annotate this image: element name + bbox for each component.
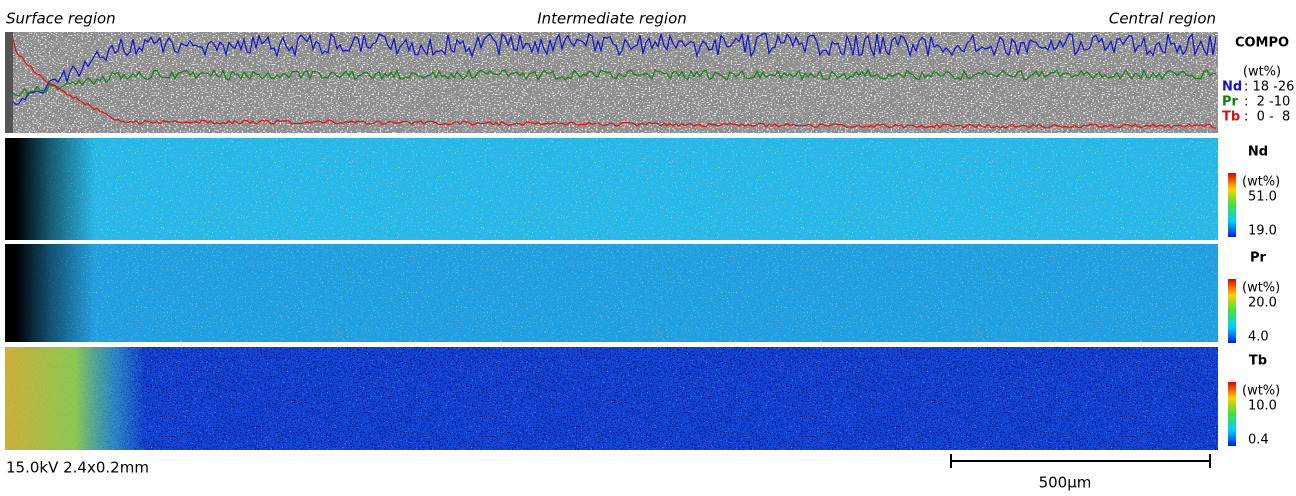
element-label: Pr xyxy=(1222,95,1239,110)
legend-title: COMPO xyxy=(1235,36,1289,51)
legend-unit: (wt%) xyxy=(1242,281,1280,296)
legend-title: Nd xyxy=(1248,145,1268,160)
profile-line xyxy=(12,68,1217,98)
element-label: Tb xyxy=(1222,110,1240,125)
conditions: 15.0kV 2.4x0.2mm xyxy=(6,459,149,477)
compo-panel xyxy=(5,32,1218,133)
legend-unit: (wt%) xyxy=(1242,384,1280,399)
legend-title: Pr xyxy=(1250,251,1267,266)
map-legend: Pr (wt%)20.0 4.0 xyxy=(1228,251,1280,345)
pr-map xyxy=(5,244,1218,342)
map-legend: Nd (wt%)51.0 19.0 xyxy=(1228,145,1280,239)
legend-unit: (wt%) xyxy=(1243,65,1281,80)
legend-min: 0.4 xyxy=(1248,433,1269,448)
legend-max: 10.0 xyxy=(1248,399,1277,414)
element-label: Nd xyxy=(1222,80,1242,95)
scale-label: 500µm xyxy=(1039,474,1092,492)
element-range: : 0 - 8 xyxy=(1244,110,1290,125)
region-label: Surface region xyxy=(6,10,116,28)
legend-unit: (wt%) xyxy=(1242,175,1280,190)
map-legend: Tb (wt%)10.0 0.4 xyxy=(1228,354,1280,448)
compo-legend: COMPO (wt%) Nd: 18 -26 Pr : 2 -10 Tb : 0 - 8 xyxy=(1222,36,1294,125)
scale-bar xyxy=(950,454,1211,468)
profile-line xyxy=(12,39,1216,129)
nd-map xyxy=(5,138,1218,240)
color-bar xyxy=(1228,279,1236,343)
legend-title: Tb xyxy=(1249,354,1267,369)
element-range: : 2 -10 xyxy=(1244,95,1290,110)
legend-min: 19.0 xyxy=(1248,224,1277,239)
legend-min: 4.0 xyxy=(1248,330,1269,345)
profile-line xyxy=(12,32,1217,106)
region-label: Central region xyxy=(1109,10,1216,28)
region-label: Intermediate region xyxy=(537,10,687,28)
legend-max: 51.0 xyxy=(1248,190,1277,205)
tb-map xyxy=(5,347,1218,450)
legend-max: 20.0 xyxy=(1248,296,1277,311)
color-bar xyxy=(1228,173,1236,237)
color-bar xyxy=(1228,382,1236,446)
element-range: : 18 -26 xyxy=(1244,80,1294,95)
